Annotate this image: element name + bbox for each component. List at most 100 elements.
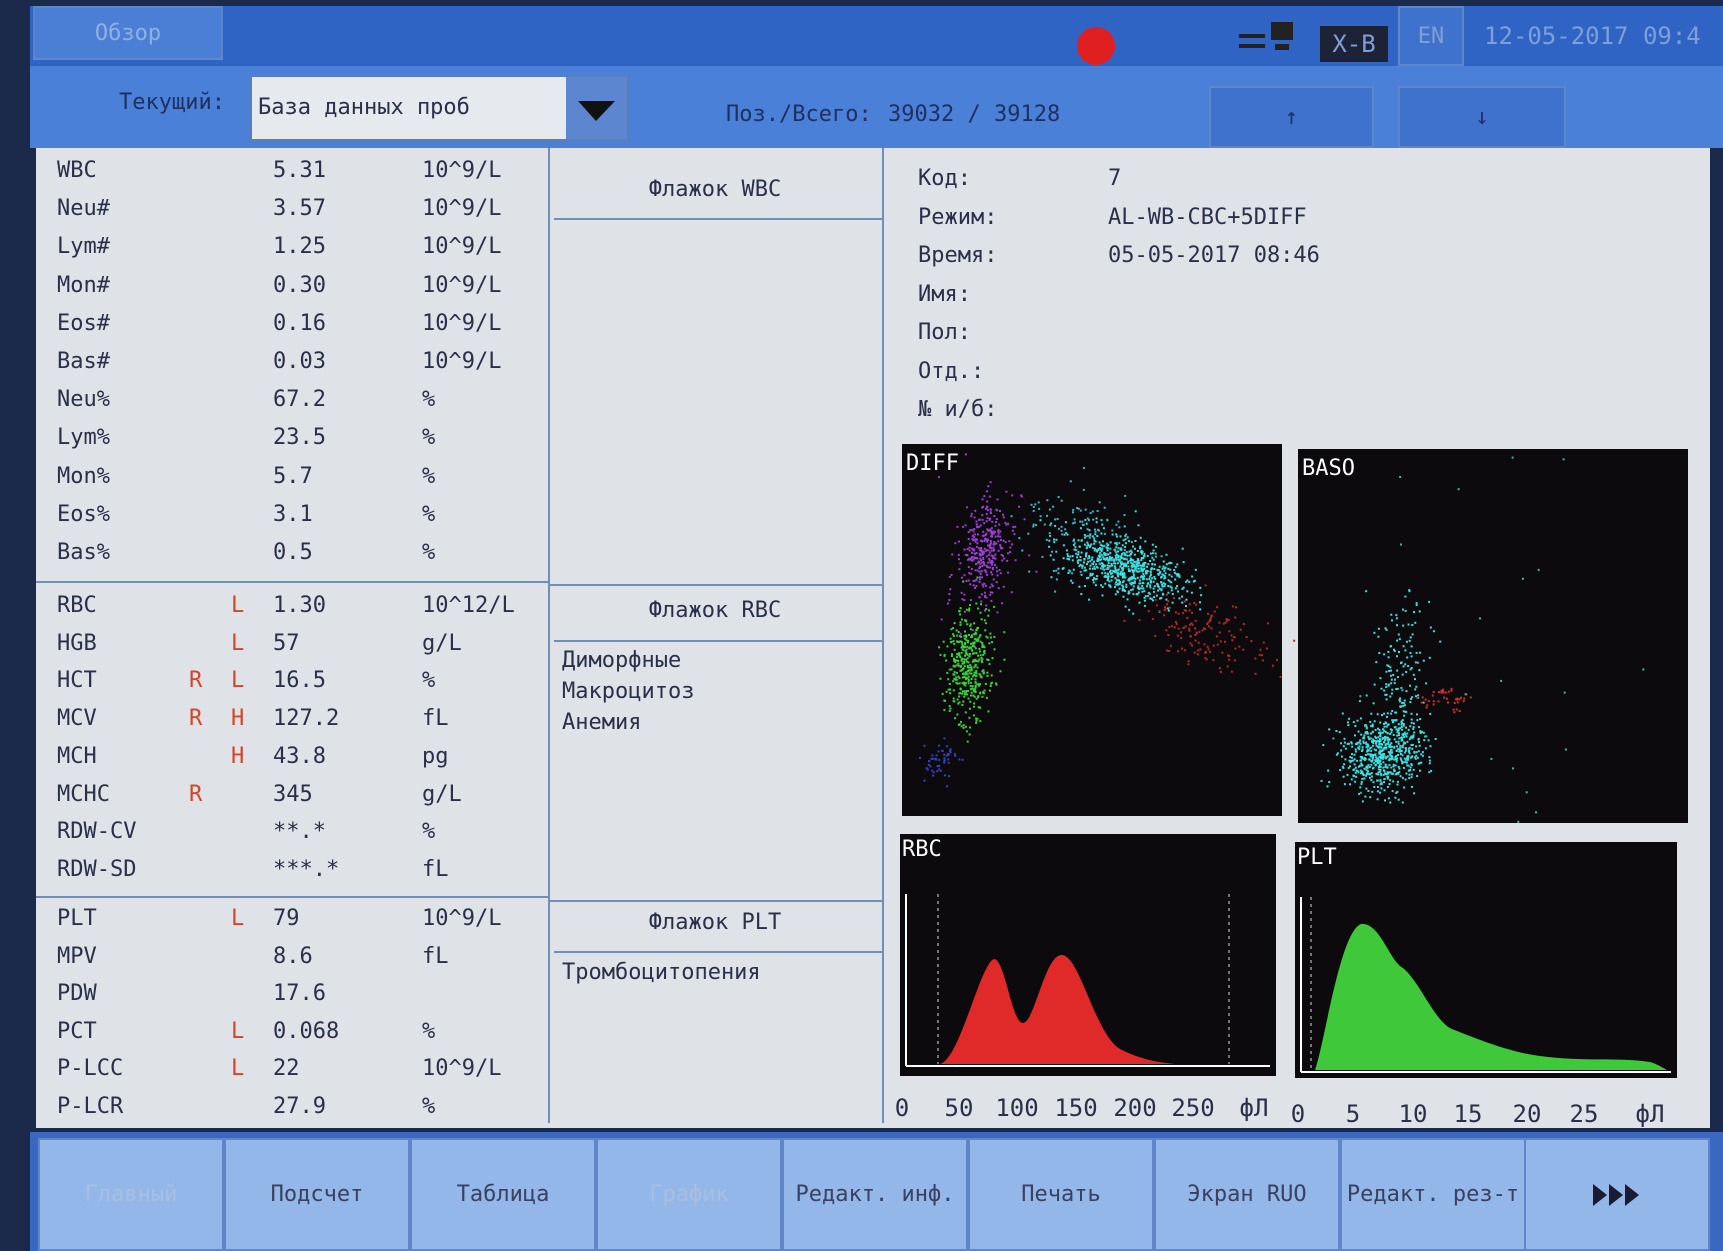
scatter-dot [1146, 569, 1148, 572]
scatter-dot [993, 515, 996, 517]
scatter-dot [959, 655, 962, 658]
scatter-dot [1088, 567, 1091, 570]
scatter-dot [980, 603, 982, 606]
scatter-dot [1111, 529, 1114, 532]
axis-label: 150 [1054, 1094, 1098, 1122]
scatter-dot [1434, 738, 1437, 740]
scatter-dot [970, 634, 973, 637]
scatter-dot [983, 547, 986, 550]
scatter-dot [982, 671, 985, 674]
scatter-dot [1114, 593, 1117, 596]
scatter-dot [1402, 624, 1405, 627]
scatter-dot [1409, 652, 1412, 654]
scatter-dot [1383, 689, 1386, 692]
scatter-dot [1381, 755, 1384, 758]
scatter-dot [982, 552, 985, 555]
scatter-dot [1142, 565, 1145, 568]
scatter-dot [1490, 757, 1493, 760]
scatter-dot [1440, 689, 1443, 692]
scatter-dot [1512, 767, 1514, 770]
scatter-dot [1060, 499, 1063, 502]
nav-button[interactable]: Подсчет [224, 1138, 410, 1251]
scatter-dot [969, 624, 972, 627]
scatter-dot [1143, 568, 1146, 570]
up-button[interactable]: ↑ [1209, 86, 1374, 148]
down-button[interactable]: ↓ [1398, 86, 1566, 148]
scatter-dot [1414, 678, 1416, 681]
scatter-dot [1109, 586, 1112, 588]
scatter-dot [1368, 758, 1371, 761]
scatter-dot [983, 591, 986, 594]
scatter-dot [1399, 775, 1402, 778]
nav-button[interactable]: Таблица [410, 1138, 596, 1251]
scatter-dot [1117, 520, 1120, 523]
scatter-dot [993, 605, 996, 608]
scatter-dot [1111, 575, 1114, 578]
scatter-dot [1428, 756, 1431, 759]
scatter-dot [1169, 585, 1172, 588]
nav-button[interactable]: Экран RUO [1154, 1138, 1340, 1251]
scatter-dot [1135, 561, 1138, 564]
scatter-dot [1371, 759, 1374, 762]
scatter-dot [1103, 532, 1106, 535]
language-button[interactable]: EN [1398, 6, 1464, 66]
scatter-dot [1420, 701, 1423, 704]
scatter-dot [1167, 607, 1170, 610]
nav-button[interactable]: Печать [968, 1138, 1154, 1251]
dropdown-arrow-button[interactable] [566, 77, 627, 139]
scatter-dot [972, 705, 975, 708]
nav-button[interactable]: График [596, 1138, 782, 1251]
scatter-dot [1391, 757, 1394, 760]
scatter-dot [963, 634, 966, 637]
scatter-dot [1109, 569, 1112, 572]
nav-button[interactable]: Главный [38, 1138, 224, 1251]
scatter-dot [945, 754, 948, 757]
scatter-dot [984, 550, 987, 553]
nav-button[interactable]: Редакт. инф. [782, 1138, 968, 1251]
top-bar: Обзор X-B EN 12-05-2017 09:4 [30, 6, 1723, 66]
scatter-dot [997, 549, 1000, 552]
scatter-dot [958, 682, 961, 685]
scatter-dot [1185, 580, 1188, 583]
scatter-dot [1064, 528, 1067, 531]
scatter-dot [1379, 753, 1382, 756]
scatter-dot [1171, 625, 1174, 628]
scatter-dot [1121, 587, 1124, 590]
scatter-dot [1453, 711, 1456, 714]
scatter-dot [1353, 775, 1356, 778]
scatter-dot [1140, 564, 1142, 567]
scatter-dot [984, 629, 987, 632]
scatter-dot [1121, 557, 1124, 560]
nav-button[interactable]: Редакт. рез-т [1340, 1138, 1526, 1251]
scatter-dot [1384, 757, 1387, 760]
result-name: HCT [57, 668, 97, 694]
scatter-dot [1142, 557, 1145, 560]
scatter-dot [1390, 669, 1392, 672]
scatter-dot [1358, 792, 1361, 795]
database-dropdown[interactable]: База данных проб [250, 75, 629, 141]
scatter-dot [1404, 710, 1407, 713]
scatter-dot [1127, 579, 1130, 582]
scatter-dot [1009, 546, 1012, 549]
scatter-dot [1176, 563, 1179, 566]
scatter-dot [1380, 787, 1383, 790]
scatter-dot [973, 645, 976, 648]
scatter-dot [961, 658, 963, 661]
scatter-dot [948, 599, 951, 601]
scatter-dot [982, 505, 984, 508]
scatter-dot [970, 691, 973, 694]
result-unit: 10^9/L [422, 1056, 502, 1081]
scatter-dot [991, 533, 994, 536]
scatter-dot [1386, 738, 1389, 741]
scatter-dot [1194, 639, 1197, 642]
scatter-dot [973, 671, 976, 674]
scatter-dot [1460, 696, 1462, 699]
more-button[interactable] [1524, 1138, 1710, 1251]
scatter-dot [970, 642, 972, 645]
scatter-dot [1367, 732, 1369, 735]
scatter-dot [1091, 535, 1094, 538]
scatter-dot [966, 673, 969, 676]
overview-tab[interactable]: Обзор [33, 6, 223, 60]
axis-label: 0 [1290, 1100, 1306, 1128]
scatter-dot [965, 651, 968, 654]
